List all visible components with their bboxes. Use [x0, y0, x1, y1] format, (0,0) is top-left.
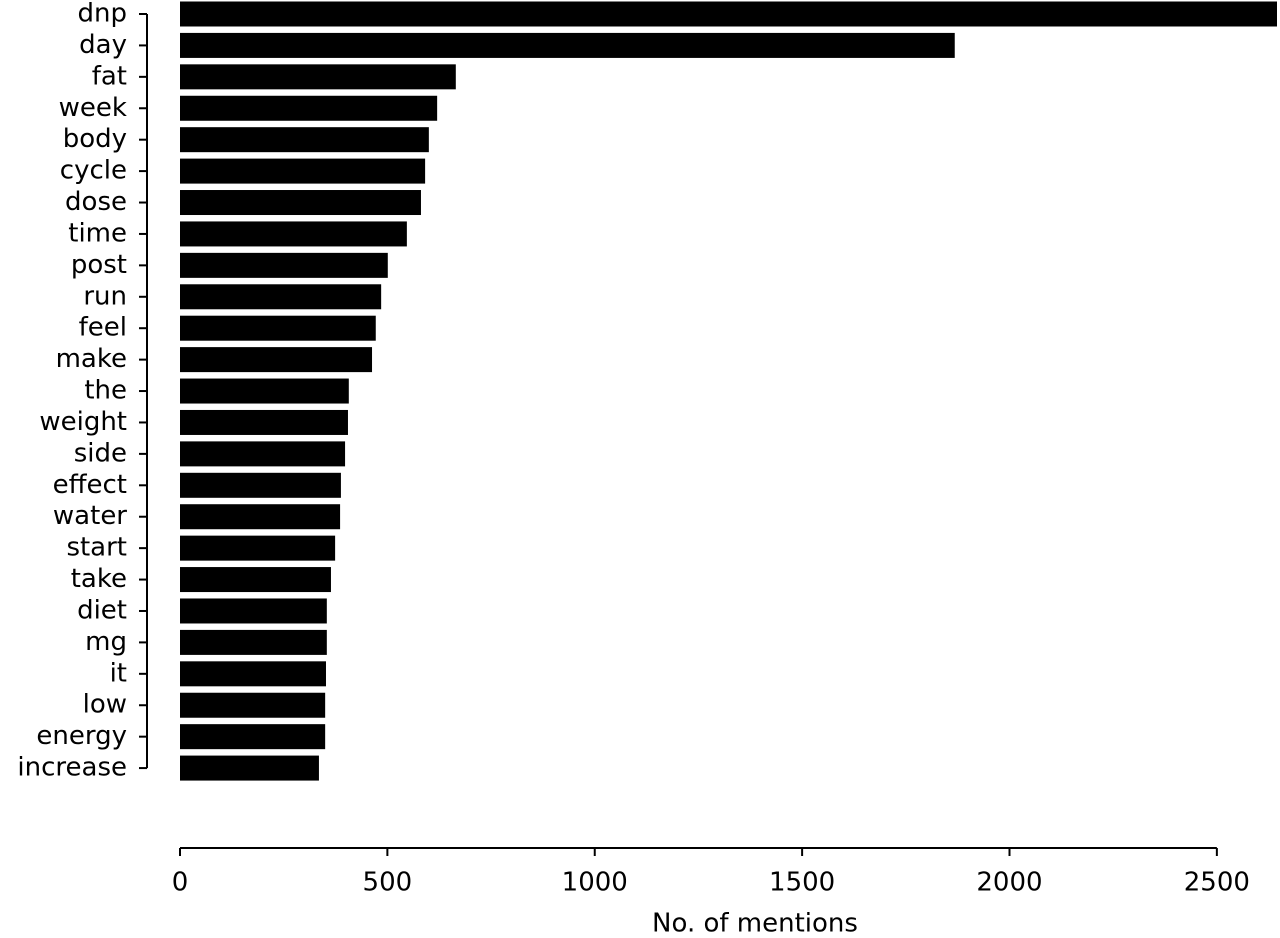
- y-tick-label: cycle: [60, 156, 127, 186]
- bar: [180, 629, 327, 655]
- y-tick-label: increase: [17, 753, 127, 783]
- y-tick-label: start: [66, 533, 127, 563]
- bar: [180, 95, 438, 121]
- y-tick-label: it: [110, 658, 127, 688]
- y-tick-label: take: [71, 564, 127, 594]
- x-tick-label: 1500: [769, 868, 835, 898]
- x-axis-label: No. of mentions: [652, 909, 858, 938]
- bar: [180, 724, 326, 750]
- bar: [180, 661, 326, 687]
- y-tick-label: week: [59, 93, 127, 123]
- x-tick-label: 2000: [976, 868, 1042, 898]
- y-tick-label: body: [63, 124, 127, 154]
- bar: [180, 127, 429, 153]
- y-tick-label: dnp: [78, 0, 128, 29]
- bar: [180, 441, 346, 467]
- bar: [180, 64, 456, 90]
- y-tick-label: energy: [36, 721, 127, 751]
- y-tick-label: diet: [77, 595, 127, 625]
- bar: [180, 315, 376, 341]
- x-tick-label: 2500: [1184, 868, 1250, 898]
- y-tick-label: day: [79, 30, 127, 60]
- y-tick-label: side: [74, 438, 127, 468]
- y-tick-label: weight: [39, 407, 127, 437]
- y-tick-label: water: [53, 501, 127, 531]
- bar: [180, 409, 348, 435]
- bar: [180, 1, 1277, 27]
- y-tick-label: run: [83, 281, 127, 311]
- bar: [180, 221, 407, 247]
- bar: [180, 504, 341, 530]
- y-tick-label: post: [71, 250, 127, 280]
- bar: [180, 755, 319, 781]
- bar: [180, 158, 426, 184]
- bar: [180, 284, 382, 310]
- x-tick-label: 0: [172, 868, 189, 898]
- y-tick-label: time: [68, 218, 127, 248]
- bar: [180, 190, 421, 216]
- bar: [180, 252, 388, 278]
- y-tick-label: low: [83, 690, 127, 720]
- bar: [180, 32, 955, 58]
- y-tick-label: effect: [53, 470, 127, 500]
- y-tick-label: the: [84, 376, 127, 406]
- x-tick-label: 1000: [562, 868, 628, 898]
- bar: [180, 535, 336, 561]
- bar: [180, 598, 327, 624]
- y-tick-label: make: [56, 344, 127, 374]
- bar: [180, 472, 341, 498]
- y-tick-label: dose: [65, 187, 127, 217]
- bar: [180, 378, 349, 404]
- y-tick-label: feel: [79, 313, 127, 343]
- y-tick-label: fat: [92, 61, 127, 91]
- bar: [180, 347, 373, 373]
- bar: [180, 692, 326, 718]
- bar: [180, 567, 331, 593]
- y-tick-label: mg: [85, 627, 127, 657]
- x-tick-label: 500: [363, 868, 413, 898]
